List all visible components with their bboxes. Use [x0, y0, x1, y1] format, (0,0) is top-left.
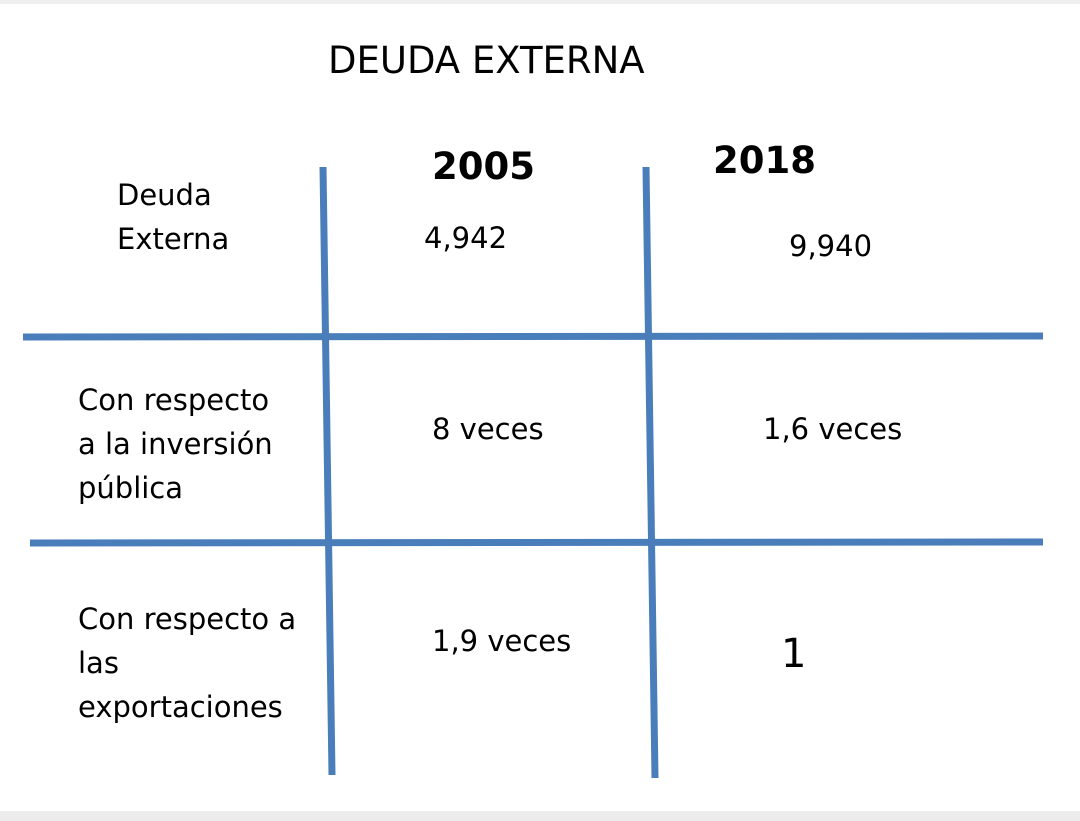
row-label-line: Con respecto a — [78, 602, 297, 636]
row-label-line: las — [78, 646, 119, 680]
page-title: DEUDA EXTERNA — [328, 39, 645, 82]
row-divider-2 — [29, 538, 1044, 547]
row-label-line: exportaciones — [78, 690, 283, 724]
cell-exportaciones-2018: 1 — [781, 631, 807, 677]
row-label-line: a la inversión — [78, 427, 273, 461]
column-divider-2 — [642, 166, 659, 779]
cell-inversion-2005: 8 veces — [432, 412, 544, 446]
bottom-border — [0, 811, 1080, 821]
column-header-2005: 2005 — [432, 145, 535, 188]
row-label-inversion-publica: Con respecto a la inversión pública — [78, 378, 273, 510]
cell-deuda-2018: 9,940 — [789, 229, 873, 263]
row-label-deuda-externa: Deuda Externa — [117, 173, 229, 261]
row-label-line: Deuda — [117, 178, 212, 212]
row-label-line: Externa — [117, 222, 230, 256]
top-border — [0, 0, 1080, 4]
row-label-line: Con respecto — [78, 383, 270, 417]
cell-exportaciones-2005: 1,9 veces — [432, 624, 572, 658]
row-divider-1 — [22, 332, 1044, 341]
column-divider-1 — [319, 166, 336, 776]
row-label-line: pública — [78, 471, 184, 505]
cell-deuda-2005: 4,942 — [424, 221, 508, 255]
cell-inversion-2018: 1,6 veces — [763, 412, 903, 446]
row-label-exportaciones: Con respecto a las exportaciones — [78, 597, 296, 729]
column-header-2018: 2018 — [713, 139, 816, 182]
